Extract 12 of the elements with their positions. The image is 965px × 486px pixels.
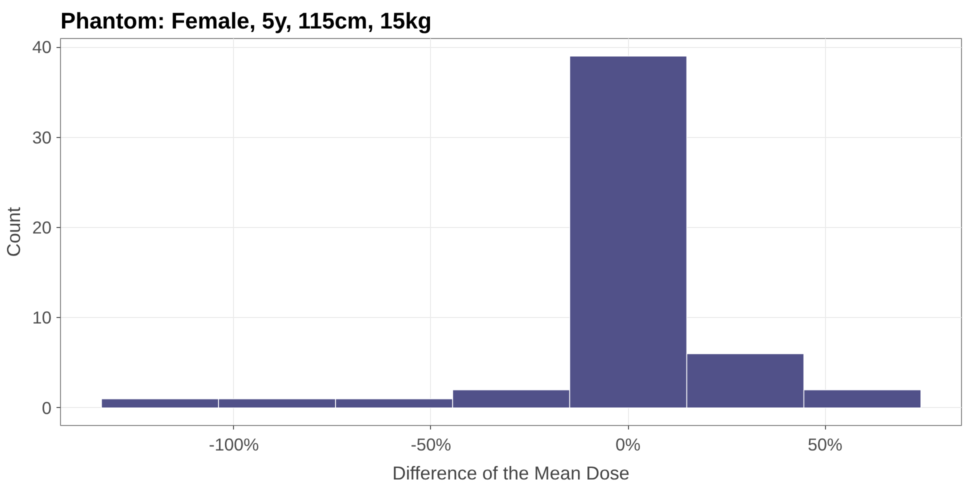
x-tick-label: 0% xyxy=(616,434,641,454)
y-tick-label: 10 xyxy=(32,308,52,328)
y-tick-label: 20 xyxy=(32,217,52,238)
y-tick-label: 40 xyxy=(32,37,52,58)
y-tick-label: 30 xyxy=(32,127,52,148)
chart-title: Phantom: Female, 5y, 115cm, 15kg xyxy=(60,8,432,34)
y-tick-label: 0 xyxy=(42,398,52,418)
y-axis-title: Count xyxy=(3,206,24,257)
x-axis-title: Difference of the Mean Dose xyxy=(392,462,630,484)
x-tick-label: -100% xyxy=(208,434,259,454)
x-tick-label: -50% xyxy=(410,434,452,454)
x-tick-label: 50% xyxy=(808,434,842,454)
